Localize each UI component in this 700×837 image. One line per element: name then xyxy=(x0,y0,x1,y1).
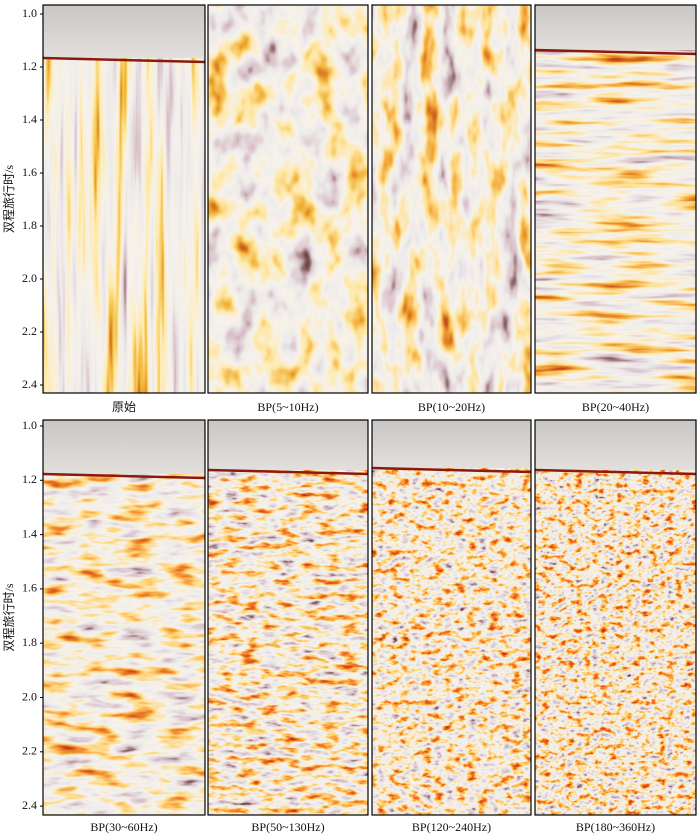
reflector xyxy=(42,56,206,64)
y-tick-label: 2.4 xyxy=(22,798,37,812)
reflector xyxy=(534,468,697,476)
panel-border xyxy=(371,419,532,816)
seismic-panel xyxy=(372,5,531,393)
panel-label: 原始 xyxy=(112,400,136,414)
panel-label: BP(50~130Hz) xyxy=(251,820,324,834)
noise-free-zone xyxy=(43,5,205,58)
reflector xyxy=(207,468,369,476)
y-tick-label: 1.2 xyxy=(22,472,37,486)
reflector xyxy=(371,466,532,474)
noise-free-zone xyxy=(535,5,696,50)
panel-label: BP(120~240Hz) xyxy=(412,820,491,834)
panel-border xyxy=(534,4,697,394)
y-tick-label: 1.2 xyxy=(22,59,37,73)
noise-free-zone xyxy=(372,420,531,468)
panel-border xyxy=(534,419,697,816)
y-tick-label: 1.6 xyxy=(22,581,37,595)
panel-label: BP(180~360Hz) xyxy=(576,820,655,834)
y-tick-label: 1.4 xyxy=(22,526,37,540)
seismic-panel xyxy=(43,5,205,393)
y-tick-label: 2.0 xyxy=(22,271,37,285)
y-tick-label: 1.0 xyxy=(22,6,37,20)
y-tick-label: 1.8 xyxy=(22,218,37,232)
y-tick-label: 1.6 xyxy=(22,165,37,179)
seismic-panel xyxy=(208,420,368,815)
noise-free-zone xyxy=(208,420,368,470)
seismic-panel xyxy=(43,420,205,815)
panel-border xyxy=(371,4,532,394)
y-tick-label: 2.2 xyxy=(22,744,37,758)
y-axis-label: 双程旅行时/s xyxy=(1,165,16,233)
reflector xyxy=(534,48,697,56)
y-tick-label: 2.0 xyxy=(22,689,37,703)
panel-label: BP(5~10Hz) xyxy=(257,400,318,414)
panel-border xyxy=(42,4,206,394)
y-tick-label: 1.0 xyxy=(22,418,37,432)
y-tick-label: 1.8 xyxy=(22,635,37,649)
y-tick-label: 2.4 xyxy=(22,377,37,391)
seismic-panel xyxy=(208,5,368,393)
seismic-panel xyxy=(372,420,531,815)
panel-border xyxy=(207,4,369,394)
seismic-panel xyxy=(535,5,696,393)
panel-label: BP(20~40Hz) xyxy=(582,400,649,414)
seismic-panel xyxy=(535,420,696,815)
reflector xyxy=(42,472,206,480)
panel-label: BP(10~20Hz) xyxy=(418,400,485,414)
y-tick-label: 1.4 xyxy=(22,112,37,126)
noise-free-zone xyxy=(43,420,205,474)
y-tick-label: 2.2 xyxy=(22,324,37,338)
y-axis-label: 双程旅行时/s xyxy=(1,583,16,651)
panel-border xyxy=(207,419,369,816)
panel-label: BP(30~60Hz) xyxy=(90,820,157,834)
noise-free-zone xyxy=(535,420,696,470)
panel-border xyxy=(42,419,206,816)
